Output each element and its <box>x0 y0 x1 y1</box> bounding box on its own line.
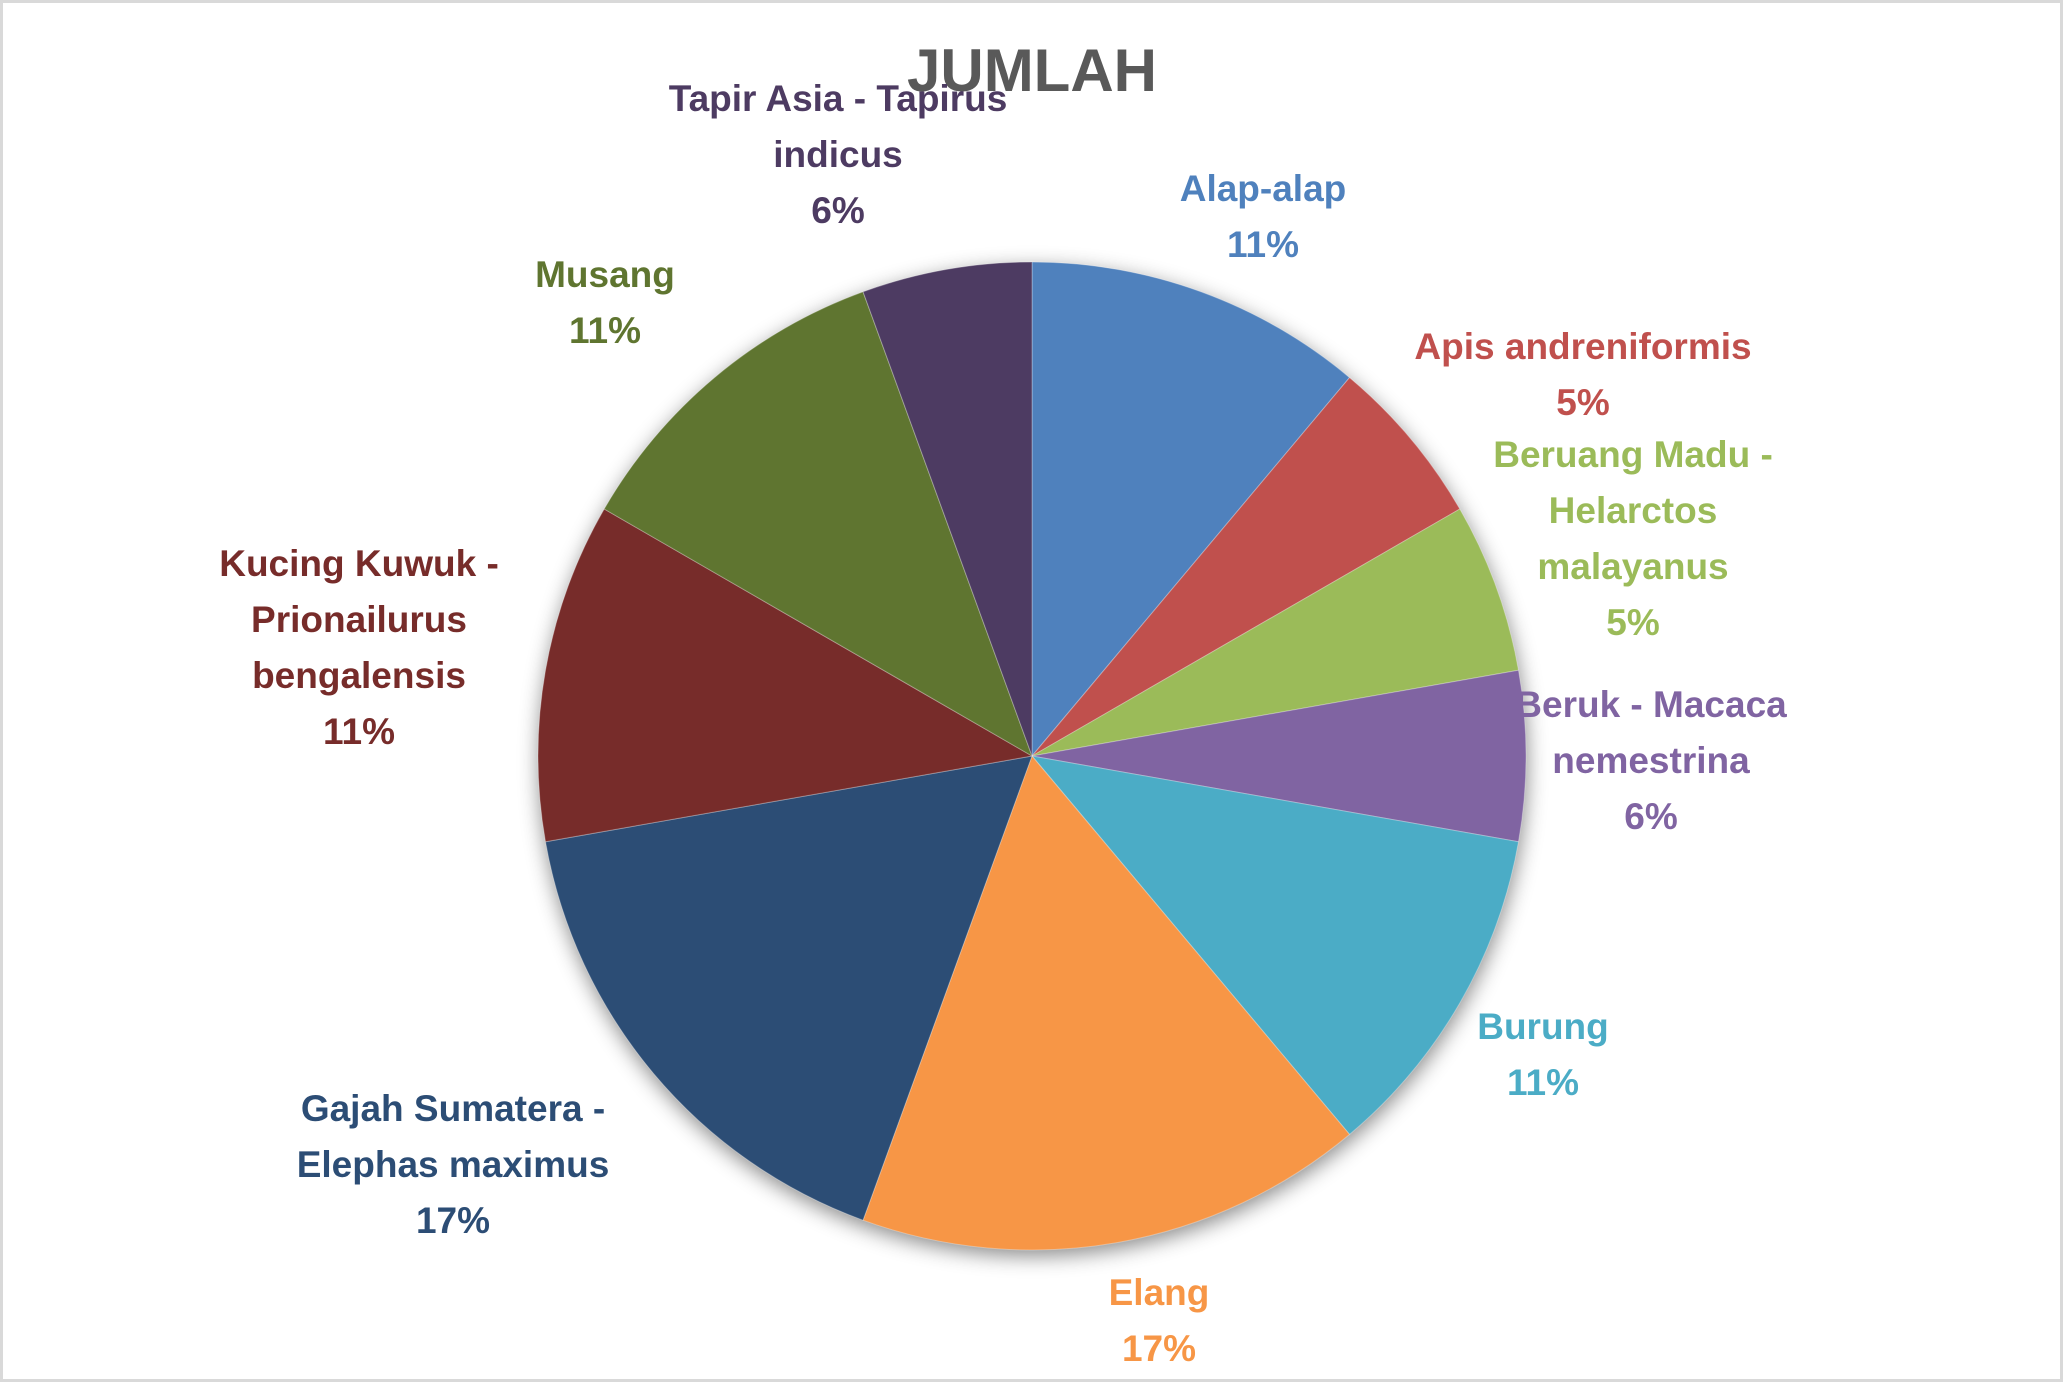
slice-label-line: 11% <box>322 711 396 752</box>
slice-label-line: Tapir Asia - Tapirus <box>668 78 1008 119</box>
slice-label-line: 17% <box>415 1200 491 1241</box>
slice-label-line: bengalensis <box>252 655 466 696</box>
slice-label-gajah: Gajah Sumatera - Elephas maximus 17% <box>297 1081 610 1249</box>
slice-label-beruk: Beruk - Macaca nemestrina 6% <box>1515 677 1786 845</box>
slice-label-alap-alap: Alap-alap 11% <box>1180 161 1347 273</box>
slice-label-line: Elephas maximus <box>296 1144 610 1185</box>
slice-label-line: malayanus <box>1537 546 1729 587</box>
slice-label-line: 5% <box>1556 382 1610 423</box>
slice-label-line: 11% <box>568 310 641 351</box>
slice-label-line: Elang <box>1108 1272 1210 1313</box>
slice-label-line: Prionailurus <box>251 599 467 640</box>
slice-label-line: indicus <box>773 134 903 175</box>
slice-label-beruang: Beruang Madu - Helarctos malayanus 5% <box>1493 427 1773 651</box>
chart-title: JUMLAH <box>907 37 1157 104</box>
pie-slice-alap-alap <box>1031 261 1351 758</box>
slice-label-line: Burung <box>1477 1006 1609 1047</box>
pie-slice-tapir <box>862 261 1033 757</box>
slice-label-burung: Burung 11% <box>1477 999 1609 1111</box>
pie-slice-gajah <box>544 755 1033 1221</box>
slice-label-line: 5% <box>1606 602 1660 643</box>
slice-label-line: Beruk - Macaca <box>1515 684 1787 725</box>
pie-slice-musang <box>603 291 1033 758</box>
slice-label-tapir: Tapir Asia - Tapirus indicus 6% <box>669 71 1008 239</box>
slice-label-line: 6% <box>811 190 865 231</box>
pie-slice-apis <box>1031 376 1461 757</box>
pie-slice-burung <box>1030 755 1520 1136</box>
pie-slice-beruk <box>1031 669 1527 843</box>
slice-label-line: Helarctos <box>1548 490 1718 531</box>
slice-label-line: Alap-alap <box>1179 168 1347 209</box>
slice-label-line: 11% <box>1506 1062 1579 1103</box>
pie-slice-elang <box>862 755 1351 1251</box>
slice-label-line: Gajah Sumatera - <box>300 1088 606 1129</box>
slice-label-kucing: Kucing Kuwuk - Prionailurus bengalensis 11% <box>219 536 499 760</box>
slice-label-line: 6% <box>1624 796 1678 837</box>
slice-label-line: Apis andreniformis <box>1414 326 1752 367</box>
slice-label-line: Musang <box>535 254 675 295</box>
pie-slice-kucing <box>537 508 1034 843</box>
slice-label-line: 17% <box>1121 1328 1197 1369</box>
slice-label-elang: Elang 17% <box>1109 1265 1210 1377</box>
slice-label-musang: Musang 11% <box>535 247 675 359</box>
slice-label-line: Kucing Kuwuk - <box>219 543 499 584</box>
pie-slice-beruang <box>1031 508 1520 757</box>
slice-label-apis: Apis andreniformis 5% <box>1414 319 1751 431</box>
slice-label-line: nemestrina <box>1552 740 1750 781</box>
slice-label-line: Beruang Madu - <box>1493 434 1773 475</box>
slice-label-line: 11% <box>1226 224 1300 265</box>
pie-chart <box>537 261 1527 1251</box>
